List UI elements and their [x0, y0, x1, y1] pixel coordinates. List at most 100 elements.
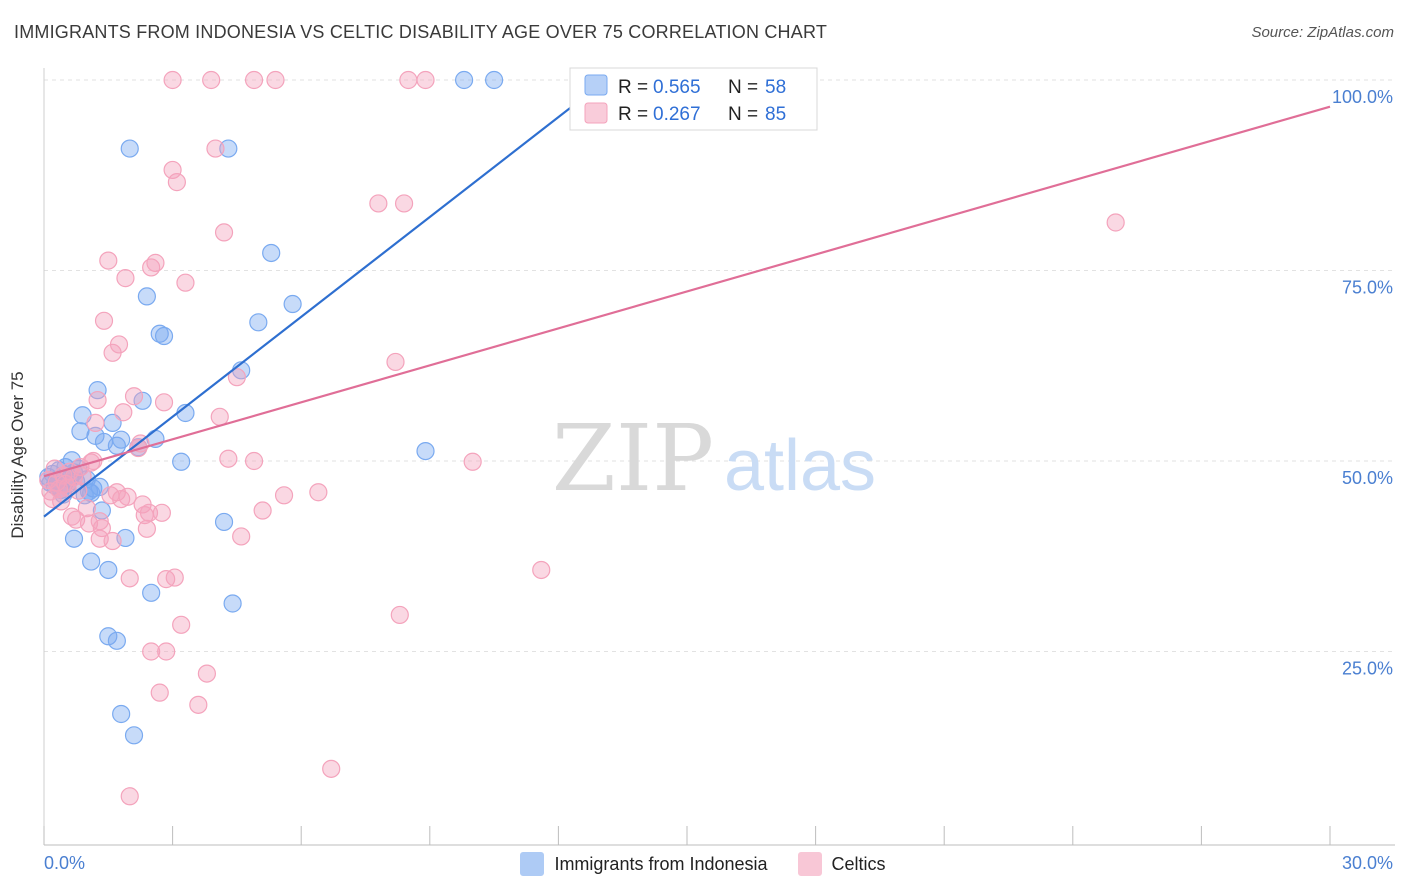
data-point — [463, 452, 482, 471]
legend-n-value-indonesia: 58 — [765, 77, 786, 98]
data-point — [399, 70, 418, 90]
data-point — [112, 430, 131, 449]
data-point — [94, 311, 114, 330]
data-point — [232, 527, 251, 546]
watermark-zip: ZIP — [552, 405, 714, 512]
legend-r-value-indonesia: 0.565 — [653, 77, 701, 98]
legend-swatch-celtics — [584, 102, 608, 124]
data-point — [124, 387, 144, 406]
data-point — [157, 642, 176, 661]
data-point — [120, 139, 139, 158]
data-point — [274, 486, 294, 505]
data-point — [390, 605, 409, 625]
axes — [43, 68, 1395, 846]
data-point — [62, 507, 81, 526]
data-point — [118, 487, 137, 506]
tick-labels: 25.0% 50.0% 75.0% 100.0% 0.0% 30.0% — [44, 87, 1393, 873]
data-point — [219, 449, 238, 468]
legend-item-indonesia: Immigrants from Indonesia — [520, 852, 768, 876]
data-point — [1106, 213, 1125, 232]
data-point — [137, 287, 156, 306]
correlation-legend: R = 0.565 N = 58 R = 0.267 N = 85 — [569, 67, 818, 131]
data-point — [154, 393, 174, 412]
legend-n-label-celtics: N = — [728, 104, 758, 125]
y-tick-label: 75.0% — [1342, 278, 1393, 298]
data-point — [416, 70, 435, 90]
data-point — [77, 499, 96, 518]
legend-label: Immigrants from Indonesia — [554, 853, 768, 874]
series-points-1 — [39, 70, 1125, 806]
data-point — [71, 422, 90, 441]
data-point — [202, 70, 221, 90]
data-point — [532, 560, 551, 580]
data-point — [309, 483, 328, 502]
data-point — [244, 70, 264, 90]
data-point — [88, 390, 107, 410]
data-point — [137, 519, 156, 538]
data-point — [262, 243, 281, 263]
legend-item-celtics: Celtics — [797, 852, 886, 876]
data-point — [99, 251, 118, 270]
legend-r-label-indonesia: R = — [618, 77, 648, 98]
data-point — [172, 615, 191, 634]
data-point — [394, 194, 414, 213]
watermark-atlas: atlas — [724, 426, 876, 506]
data-point — [73, 467, 92, 486]
data-point — [150, 683, 169, 702]
data-point — [107, 631, 126, 650]
data-point — [99, 627, 118, 646]
data-point — [223, 594, 242, 613]
legend-label: Celtics — [831, 853, 886, 874]
data-point — [210, 407, 229, 426]
data-point — [146, 253, 165, 272]
trend-line-1 — [43, 105, 1331, 478]
data-point — [369, 194, 388, 213]
trend-line-0 — [43, 82, 602, 518]
data-point — [197, 664, 216, 683]
data-point — [214, 223, 234, 242]
data-point — [244, 451, 264, 471]
data-point — [322, 759, 341, 778]
data-point — [227, 368, 246, 387]
legend-box — [569, 67, 818, 131]
data-point — [485, 70, 504, 90]
y-tick-label: 25.0% — [1342, 659, 1393, 679]
y-tick-label: 100.0% — [1332, 87, 1393, 107]
data-point — [283, 294, 302, 314]
data-point — [99, 560, 118, 580]
data-point — [124, 726, 144, 745]
series-legend: Immigrants from Indonesia Celtics — [0, 852, 1406, 876]
data-point — [114, 403, 133, 422]
chart-title: IMMIGRANTS FROM INDONESIA VS CELTIC DISA… — [14, 22, 828, 42]
chart-source: Source: ZipAtlas.com — [1251, 24, 1394, 41]
data-point — [103, 531, 122, 551]
data-point — [176, 273, 195, 292]
legend-swatch — [797, 852, 822, 876]
data-point — [120, 787, 139, 806]
data-point — [86, 413, 105, 432]
data-point — [142, 583, 161, 602]
data-point — [152, 503, 171, 522]
data-point — [116, 269, 135, 288]
data-point — [82, 552, 101, 571]
data-point — [189, 695, 208, 714]
data-point — [163, 70, 182, 90]
data-point — [416, 441, 435, 461]
data-point — [64, 529, 84, 548]
data-point — [133, 391, 152, 410]
data-point — [165, 568, 184, 587]
data-point — [88, 381, 107, 400]
data-point — [154, 326, 174, 346]
data-point — [266, 70, 285, 90]
data-point — [142, 642, 161, 661]
data-point — [112, 704, 131, 724]
data-point — [139, 503, 159, 522]
data-point — [120, 569, 139, 588]
data-point — [167, 173, 186, 192]
y-tick-label: 50.0% — [1342, 468, 1393, 488]
legend-r-value-celtics: 0.267 — [653, 104, 701, 125]
trend-lines — [43, 82, 1331, 518]
legend-r-label-celtics: R = — [618, 104, 648, 125]
data-point — [109, 335, 129, 354]
legend-swatch-indonesia — [584, 74, 608, 96]
